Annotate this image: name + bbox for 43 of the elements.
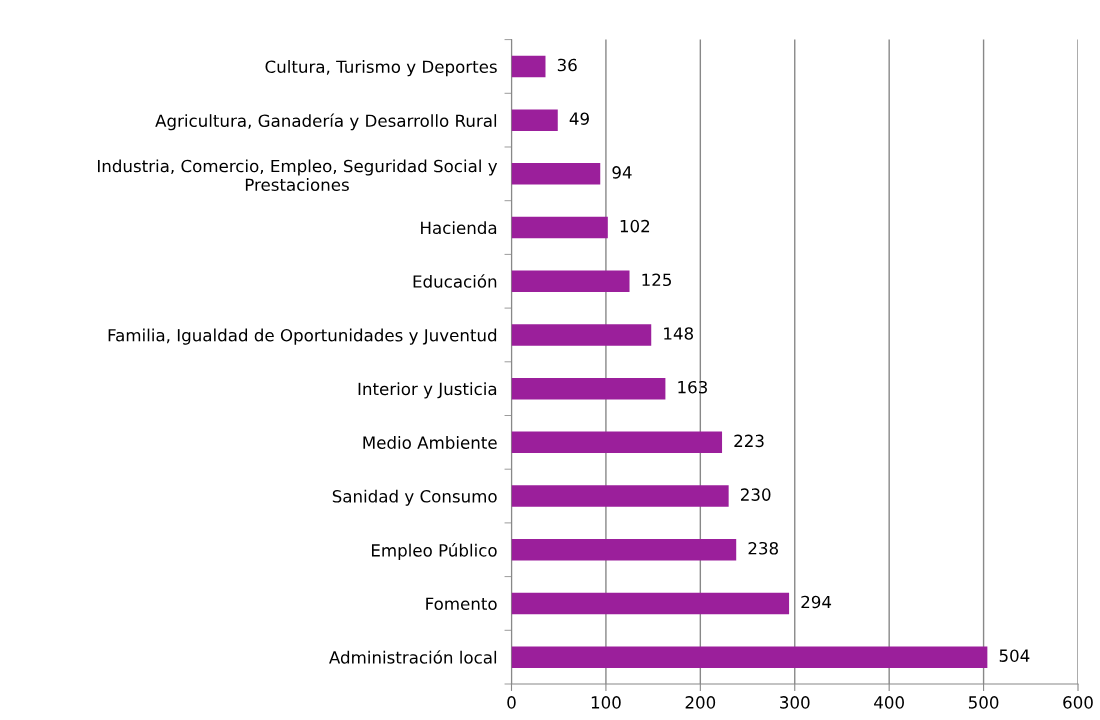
bar: [511, 646, 988, 668]
bar: [511, 109, 558, 131]
y-tick-label: Agricultura, Ganadería y Desarrollo Rural: [155, 113, 497, 131]
y-tick-label: Medio Ambiente: [363, 436, 497, 449]
bar: [511, 55, 546, 78]
bar: [511, 485, 729, 507]
data-label: 230: [740, 488, 771, 501]
x-tick-label: 300: [780, 696, 810, 709]
data-label: 94: [612, 166, 632, 179]
data-label: 238: [748, 541, 778, 555]
x-tick-label: 100: [591, 696, 621, 709]
data-label: 504: [999, 649, 1030, 662]
bar: [511, 216, 608, 239]
y-tick-label: Industria, Comercio, Empleo, Seguridad Social y Prestaciones: [98, 159, 498, 192]
data-label: 148: [664, 327, 694, 340]
y-tick-label: Sanidad y Consumo: [332, 489, 497, 506]
x-tick-label: 0: [507, 696, 516, 709]
y-tick-label: Hacienda: [421, 221, 497, 235]
bar: [511, 539, 737, 561]
data-label: 294: [801, 595, 832, 609]
data-label: 36: [557, 58, 577, 72]
bar: [511, 377, 666, 400]
x-tick-label: 600: [1063, 696, 1093, 709]
x-tick-label: 200: [685, 696, 716, 709]
bar: [511, 592, 790, 615]
x-tick-label: 500: [968, 696, 999, 709]
data-label: 163: [678, 380, 707, 394]
y-tick-label: Empleo Público: [372, 543, 497, 560]
y-tick-label: Interior y Justicia: [358, 382, 497, 399]
bar: [511, 270, 630, 292]
data-label: 102: [620, 219, 650, 233]
bar: [511, 163, 601, 185]
bar: [511, 431, 723, 454]
y-tick-label: Familia, Igualdad de Oportunidades y Juventud: [108, 328, 497, 345]
x-tick-label: 400: [874, 696, 904, 709]
data-label: 223: [734, 434, 764, 448]
data-label: 49: [569, 112, 589, 125]
y-tick-label: Educación: [413, 274, 497, 288]
y-tick-label: Cultura, Turismo y Deportes: [265, 60, 497, 77]
y-tick-label: Fomento: [426, 597, 497, 611]
data-label: 125: [642, 273, 671, 287]
bar: [511, 324, 652, 346]
y-tick-label: Administración local: [329, 650, 497, 664]
